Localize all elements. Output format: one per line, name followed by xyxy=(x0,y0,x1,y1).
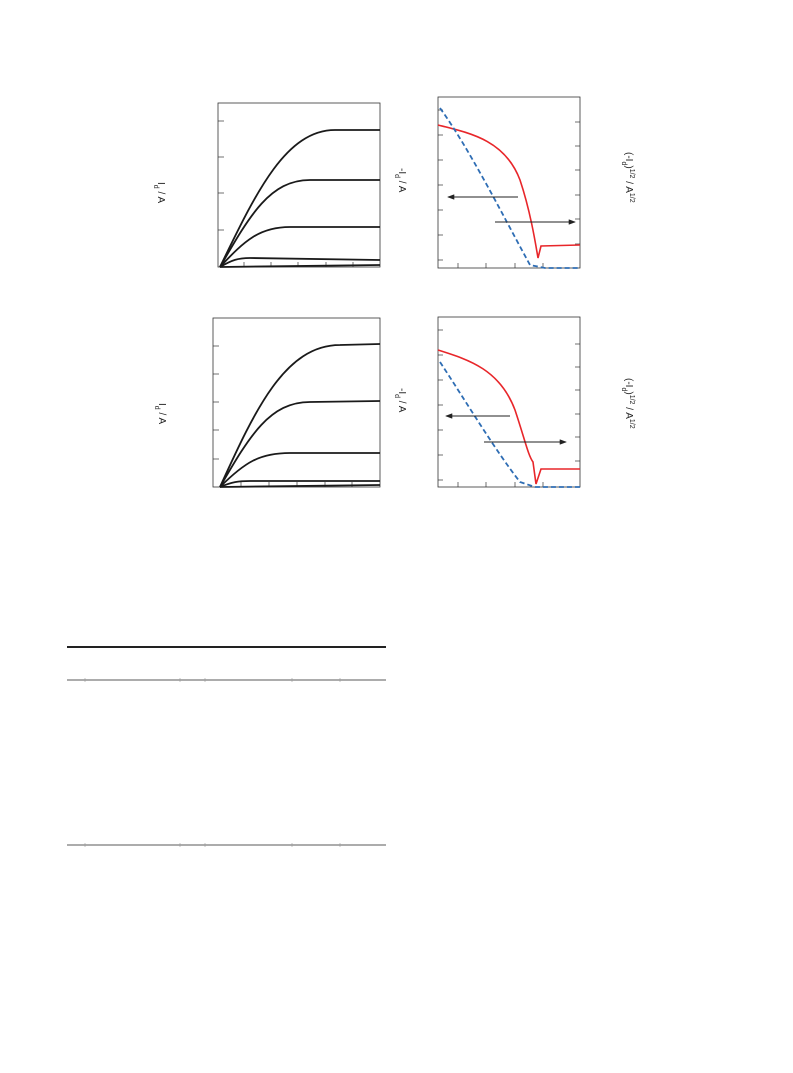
label-rest: ) xyxy=(623,391,634,394)
label-main: I xyxy=(156,403,167,406)
label-rest: / A xyxy=(155,189,166,204)
transfer-ylabel: -Id / A xyxy=(393,388,407,413)
transfer-plot xyxy=(437,96,581,269)
sqrt-ylabel: (-Id)1/2 / A1/2 xyxy=(620,378,635,429)
label-unit: / A xyxy=(623,178,634,193)
output-plot xyxy=(212,317,381,488)
transfer-ylabel: -Id / A xyxy=(393,168,407,193)
transfer-plot xyxy=(437,316,581,488)
label-rest: / A xyxy=(396,398,407,413)
label-main: (-I xyxy=(623,152,634,161)
label-sub: d xyxy=(620,161,627,165)
label-unit-sup: 1/2 xyxy=(628,419,635,429)
label-rest: ) xyxy=(623,165,634,168)
label-unit: / A xyxy=(623,404,634,419)
output-plot xyxy=(217,102,381,268)
label-sub: d xyxy=(620,387,627,391)
label-sub: d xyxy=(152,185,159,189)
label-sub: d xyxy=(393,174,400,178)
label-rest: / A xyxy=(396,178,407,193)
label-rest: / A xyxy=(156,410,167,425)
sqrt-ylabel: (-Id)1/2 / A1/2 xyxy=(620,152,635,203)
label-main: -I xyxy=(396,168,407,174)
label-unit-sup: 1/2 xyxy=(628,193,635,203)
output-ylabel: Id / A xyxy=(153,403,167,424)
label-main: (-I xyxy=(623,378,634,387)
label-sup: 1/2 xyxy=(628,169,635,179)
label-main: -I xyxy=(396,388,407,394)
label-sub: d xyxy=(393,394,400,398)
label-main: I xyxy=(155,182,166,185)
table xyxy=(67,646,386,847)
output-ylabel: Id / A xyxy=(152,182,166,203)
label-sup: 1/2 xyxy=(628,395,635,405)
label-sub: d xyxy=(153,406,160,410)
